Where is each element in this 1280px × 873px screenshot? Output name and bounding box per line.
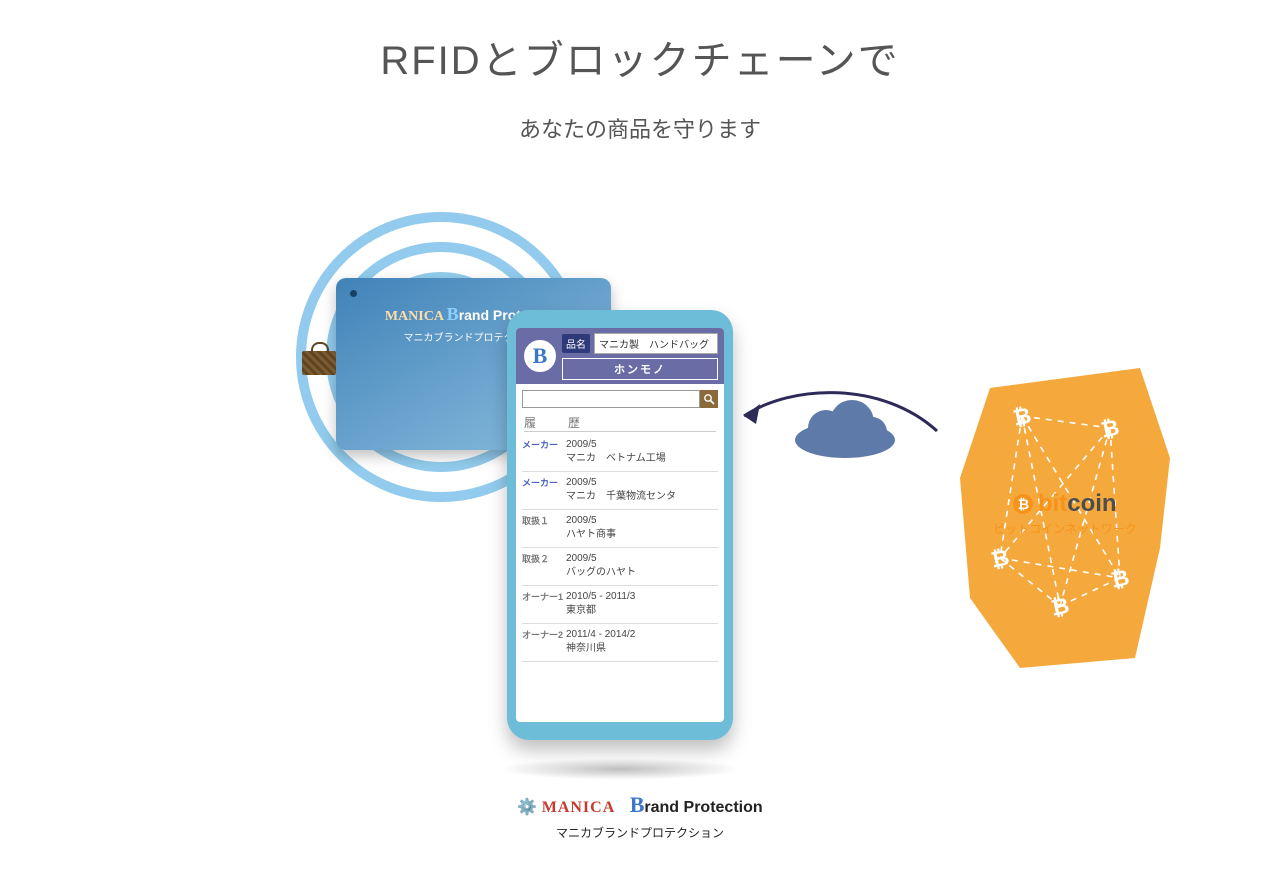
arrow-cloud-to-phone xyxy=(732,376,942,461)
phone-shadow xyxy=(498,758,742,780)
history-text: 2009/5バッグのハヤト xyxy=(566,552,636,579)
history-role: 取扱２ xyxy=(522,552,566,579)
history-text: 2011/4 - 2014/2神奈川県 xyxy=(566,628,635,655)
product-label: 品名 xyxy=(562,334,590,353)
history-role: オーナー1 xyxy=(522,590,566,617)
history-text: 2009/5マニカ 千葉物流センタ xyxy=(566,476,676,503)
product-value: マニカ製 ハンドバッグ xyxy=(594,333,718,354)
handbag-icon xyxy=(302,351,336,375)
search-bar xyxy=(522,390,718,408)
card-hole xyxy=(350,290,357,297)
gear-icon: ⚙️ xyxy=(517,799,537,816)
title-main: RFIDとブロックチェーンで xyxy=(0,28,1280,86)
app-bar: B 品名 マニカ製 ハンドバッグ ホンモノ xyxy=(516,328,724,384)
bitcoin-word-2: coin xyxy=(1067,490,1116,517)
history-text: 2009/5ハヤト商事 xyxy=(566,514,616,541)
status-badge: ホンモノ xyxy=(562,358,718,380)
bitcoin-wordmark: ₿ bitcoin xyxy=(960,490,1170,518)
search-button[interactable] xyxy=(700,390,718,408)
history-row: オーナー12010/5 - 2011/3東京都 xyxy=(522,586,718,624)
history-row: オーナー22011/4 - 2014/2神奈川県 xyxy=(522,624,718,662)
card-brand-b: B xyxy=(447,304,459,324)
history-text: 2009/5マニカ ベトナム工場 xyxy=(566,438,666,465)
history-role: オーナー2 xyxy=(522,628,566,655)
history-role: メーカー xyxy=(522,438,566,465)
manica-word: MANICA xyxy=(542,799,616,816)
history-row: 取扱２2009/5バッグのハヤト xyxy=(522,548,718,586)
search-input[interactable] xyxy=(522,390,700,408)
bitcoin-sub: ビットコインネットワーク xyxy=(960,520,1170,537)
card-brand-manica: MANICA xyxy=(385,309,447,324)
bitcoin-word-1: bit xyxy=(1038,490,1067,517)
history-row: 取扱１2009/5ハヤト商事 xyxy=(522,510,718,548)
brand-b: B xyxy=(630,792,645,817)
app-logo-b: B xyxy=(522,338,558,374)
bottom-brand: ⚙️ MANICA Brand Protection マニカブランドプロテクショ… xyxy=(0,792,1280,841)
bitcoin-symbol: ₿ xyxy=(1013,494,1033,514)
history-list: メーカー2009/5マニカ ベトナム工場メーカー2009/5マニカ 千葉物流セン… xyxy=(522,434,718,662)
history-role: 取扱１ xyxy=(522,514,566,541)
brand-rest: rand Protection xyxy=(644,799,762,816)
bitcoin-network: ₿₿₿₿₿ ₿ bitcoin ビットコインネットワーク xyxy=(960,368,1170,415)
history-title: 履 歴 xyxy=(524,414,716,432)
history-text: 2010/5 - 2011/3東京都 xyxy=(566,590,635,617)
bottom-sub: マニカブランドプロテクション xyxy=(0,824,1280,841)
phone-frame: B 品名 マニカ製 ハンドバッグ ホンモノ 履 歴 メーカー2009/5マニカ … xyxy=(507,310,733,740)
history-role: メーカー xyxy=(522,476,566,503)
phone-screen: B 品名 マニカ製 ハンドバッグ ホンモノ 履 歴 メーカー2009/5マニカ … xyxy=(516,328,724,722)
history-row: メーカー2009/5マニカ 千葉物流センタ xyxy=(522,472,718,510)
history-row: メーカー2009/5マニカ ベトナム工場 xyxy=(522,434,718,472)
title-sub: あなたの商品を守ります xyxy=(0,112,1280,144)
